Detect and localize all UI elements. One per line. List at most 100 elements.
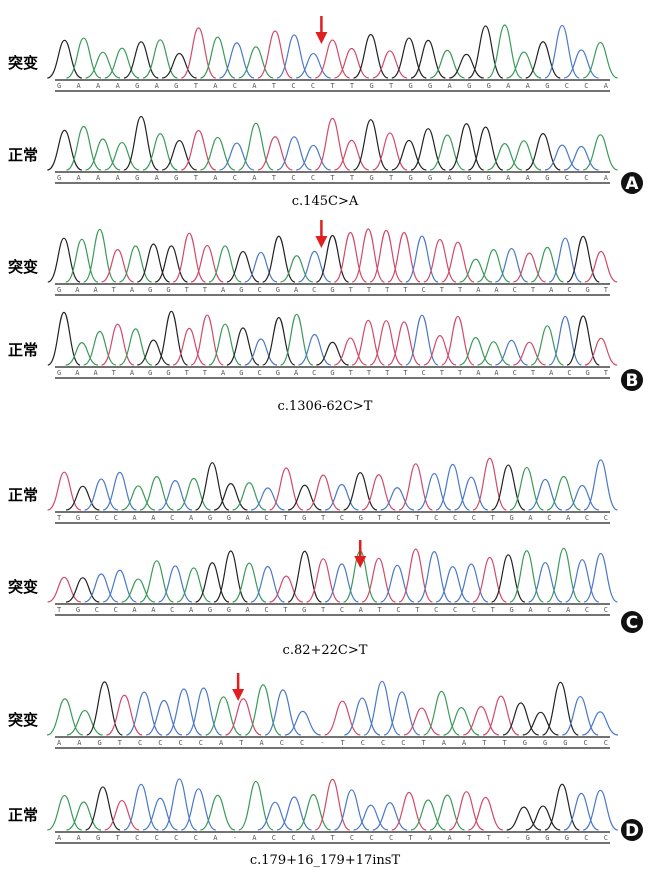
peak — [214, 551, 247, 602]
peak — [566, 486, 599, 510]
peak — [124, 116, 158, 170]
peak — [288, 551, 321, 602]
peak — [315, 779, 349, 830]
peak — [547, 548, 580, 602]
peak — [531, 326, 563, 365]
peak — [354, 34, 388, 78]
peak — [296, 145, 330, 170]
peak — [325, 485, 358, 510]
peak — [334, 48, 368, 78]
peak — [562, 697, 598, 735]
peak — [200, 795, 234, 830]
base-sequence: GAAAGAGTACATCCTTGTGGAGGAAGCCA — [57, 82, 609, 90]
peak — [418, 474, 451, 510]
peak — [442, 316, 474, 365]
peak — [503, 703, 539, 735]
panel-letter: D — [625, 821, 639, 841]
peak — [392, 140, 426, 170]
peak — [86, 139, 120, 170]
peak — [545, 25, 579, 78]
peak — [146, 700, 182, 735]
trace-label: 正常 — [8, 486, 38, 504]
peak — [315, 118, 349, 170]
caption: c.179+16_179+17insT — [250, 853, 401, 868]
trace-label: 突变 — [8, 578, 38, 596]
arrow-head — [315, 32, 327, 44]
peak — [545, 784, 579, 830]
panel-letter: C — [626, 613, 638, 633]
base-sequence: AAGTCCCCA-ACCATCCCTAATT-GGGCC — [57, 834, 608, 842]
peak — [584, 460, 617, 510]
base-sequence: TGCCAACAGGACTGTCGTCTCCCTGACACC — [57, 514, 608, 522]
peak — [173, 328, 205, 365]
peak — [103, 570, 136, 602]
peak — [468, 797, 502, 830]
peak — [411, 129, 445, 170]
peak — [181, 28, 215, 78]
peak — [162, 779, 196, 830]
peak — [406, 315, 438, 365]
peak — [473, 458, 506, 510]
peak — [143, 134, 177, 170]
peak — [583, 43, 617, 78]
peak — [239, 123, 273, 170]
peak — [384, 692, 420, 735]
peak — [424, 691, 460, 735]
peak — [585, 251, 617, 282]
peak — [307, 559, 340, 602]
peak — [543, 682, 579, 735]
peak — [529, 563, 562, 602]
peak — [584, 553, 617, 602]
peak — [334, 790, 368, 830]
peak — [191, 315, 223, 365]
panel-letter: A — [625, 174, 639, 194]
peak — [583, 135, 617, 170]
peak — [86, 787, 120, 830]
peak — [67, 711, 103, 735]
peak — [196, 463, 229, 510]
peak — [392, 792, 426, 830]
base-sequence: AAGTCCCCATACC-TCCCTAATTGGGCC — [57, 739, 608, 747]
peak — [315, 40, 349, 78]
base-sequence: TGCCAACAGGACTGTCATCTCCCTGACACC — [57, 606, 608, 614]
peak — [263, 236, 295, 282]
peak — [85, 479, 118, 510]
peak — [140, 561, 173, 602]
peak — [181, 789, 215, 830]
trace-label: 突变 — [8, 711, 38, 729]
trace-label: 正常 — [8, 341, 38, 359]
peak — [137, 340, 169, 365]
caption: c.145C>A — [292, 194, 359, 209]
peak — [48, 472, 81, 510]
peak — [48, 312, 80, 365]
peak — [373, 133, 407, 170]
peak — [140, 477, 173, 510]
peak — [84, 229, 116, 282]
peak — [307, 475, 340, 510]
panel-letter: B — [626, 371, 639, 391]
trace-label: 突变 — [8, 258, 38, 276]
figure: 突变GAAAGAGTACATCCTTGTGGAGGAAGCCA正常GAAAGAG… — [0, 0, 650, 879]
peak — [200, 137, 234, 170]
trace-label: 突变 — [8, 54, 38, 72]
arrow-head — [315, 236, 327, 248]
peak — [181, 130, 215, 170]
peak — [200, 37, 234, 78]
peak — [84, 331, 116, 365]
peak — [239, 781, 273, 830]
peak — [173, 233, 205, 282]
peak — [103, 472, 136, 510]
peak — [87, 682, 123, 735]
peak — [364, 681, 400, 735]
peak — [105, 48, 139, 78]
peak — [526, 134, 560, 170]
peak — [47, 796, 81, 830]
peak — [381, 565, 414, 602]
peak — [124, 784, 158, 830]
peak — [523, 712, 559, 735]
peak — [162, 141, 196, 170]
caption: c.82+22C>T — [283, 643, 368, 658]
peak — [399, 464, 432, 510]
peak — [430, 135, 464, 170]
peak — [47, 699, 83, 735]
